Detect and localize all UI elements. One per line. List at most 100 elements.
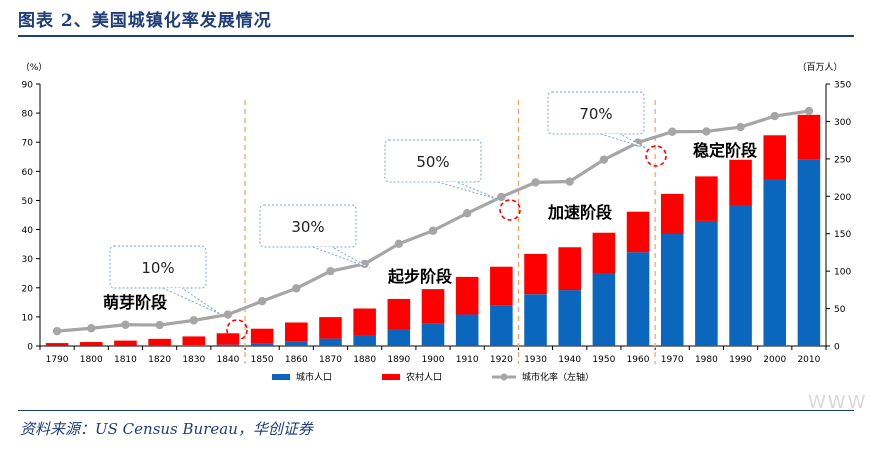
urbanization-rate-point [52,326,62,336]
x-tick-label: 1980 [695,355,718,365]
left-tick-label: 90 [22,81,34,91]
right-tick-label: 150 [834,230,851,240]
rural-population-bar [524,253,547,295]
left-tick-label: 0 [27,343,33,353]
left-tick-label: 20 [22,284,34,294]
urban-population-bar [490,305,513,346]
stage-divider-layer [244,100,656,364]
urbanization-rate-point [668,127,677,136]
title-rule [18,35,854,37]
callout-box [109,245,207,289]
rural-population-bar [626,211,650,253]
x-tick-label: 1880 [353,355,376,365]
callout-label: 50% [416,153,449,171]
legend-swatch [382,374,400,380]
rural-population-bar [797,114,821,160]
rural-population-bar [114,340,137,346]
urban-population-bar [763,179,787,346]
left-tick-label: 80 [22,110,34,120]
urbanization-rate-point [155,320,164,330]
urban-population-bar [216,344,240,346]
left-axis-label: （%） [21,62,48,73]
urbanization-rate-point [599,155,609,164]
urban-population-bar [148,345,171,346]
rural-population-bar [285,322,308,342]
urban-population-bar [558,290,581,346]
callout-pointer [312,246,371,269]
urban-population-bar [250,343,274,346]
right-tick-label: 350 [834,81,851,91]
x-tick-label: 1920 [490,355,513,365]
right-tick-label: 100 [834,268,851,278]
left-tick-label: 50 [22,197,34,207]
footer-rule [18,410,854,411]
urbanization-rate-point [804,106,814,116]
highlight-circle [499,199,521,221]
left-tick-label: 40 [22,226,34,236]
urban-population-bar [421,323,445,346]
urbanization-rate-point [223,310,233,319]
urbanization-rate-point [736,122,745,132]
urbanization-rate-point [770,111,779,121]
x-tick-label: 1950 [592,355,615,365]
rural-population-bar [45,343,69,346]
urban-population-bar [592,273,616,346]
callout-box [259,204,357,248]
x-tick-label: 1890 [387,355,410,365]
highlight-circle [226,319,248,341]
x-tick-label: 1860 [285,355,308,365]
urban-population-bar [695,220,718,346]
urbanization-rate-point [702,127,711,136]
legend-label: 城市化率（左轴） [522,371,594,383]
rural-population-bar [729,159,752,206]
x-tick-label: 1960 [627,355,650,365]
urban-population-bar [660,234,684,346]
callout-pointer [437,181,501,201]
urban-population-bar [353,335,376,346]
urbanization-rate-point [189,316,198,325]
urbanization-rate-point [292,284,301,293]
urbanization-rate-point [326,266,335,276]
callout-box [384,139,482,183]
x-tick-label: 1910 [456,355,479,365]
urban-population-bar [319,338,342,346]
left-tick-label: 70 [22,139,34,149]
x-tick-label: 1790 [46,355,69,365]
rural-population-bar [79,342,103,346]
legend-label: 城市人口 [296,371,332,383]
urban-population-bar [626,252,650,346]
right-tick-label: 250 [834,155,851,165]
x-tick-label: 1830 [182,355,205,365]
rural-population-bar [353,308,376,336]
urbanization-rate-point [565,177,574,186]
urbanization-rate-point [497,192,506,202]
callout-label: 70% [579,105,612,123]
rural-population-bar [455,276,479,315]
urbanization-line-layer [52,106,814,336]
callout-box [547,91,645,135]
legend-marker [500,373,508,381]
rural-population-bar [660,193,684,235]
left-tick-label: 60 [22,168,34,178]
x-tick-label: 1800 [80,355,103,365]
right-axis-label: （百万人） [797,62,842,73]
stage-label: 加速阶段 [547,203,613,222]
urbanization-rate-point [428,226,438,235]
legend-swatch [272,374,290,380]
x-tick-label: 2010 [797,355,820,365]
urban-population-bar [285,341,308,346]
urban-population-bar [524,294,547,346]
x-tick-label: 1970 [661,355,684,365]
x-tick-label: 1850 [251,355,274,365]
stage-label: 稳定阶段 [693,141,758,160]
rural-population-bar [387,298,411,330]
urbanization-rate-point [394,239,404,249]
rural-population-bar [182,336,206,346]
stage-label: 萌芽阶段 [103,293,168,312]
callout-pointer [162,287,221,315]
urbanization-rate-point [87,324,96,333]
bars-layer [45,114,821,346]
rural-population-bar [319,317,342,339]
x-tick-label: 1820 [148,355,171,365]
right-tick-label: 200 [834,193,851,203]
